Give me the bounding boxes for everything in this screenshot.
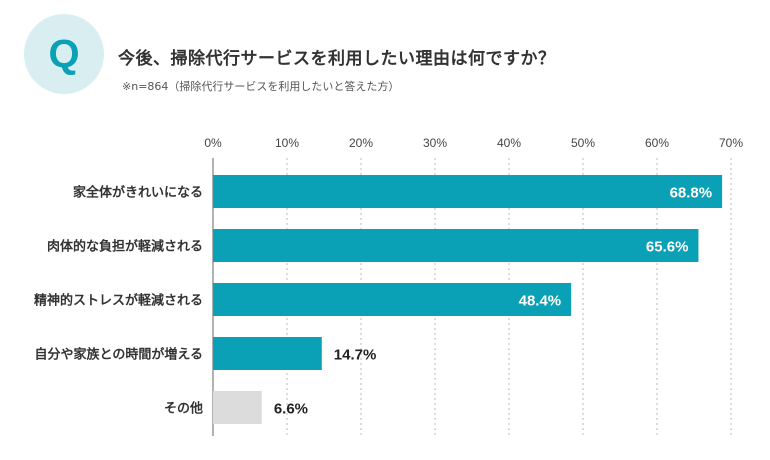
x-tick-label: 40% — [497, 136, 521, 150]
x-tick-label: 70% — [719, 136, 743, 150]
value-label: 14.7% — [334, 347, 377, 364]
value-label: 6.6% — [274, 401, 308, 418]
q-badge: Q — [24, 14, 104, 94]
bar — [213, 229, 699, 262]
question-title: 今後、掃除代行サービスを利用したい理由は何ですか？ — [118, 49, 556, 69]
x-tick-label: 0% — [204, 136, 222, 150]
x-tick-label: 50% — [571, 136, 595, 150]
category-label: 精神的ストレスが軽減される — [34, 293, 203, 309]
category-label: 家全体がきれいになる — [73, 185, 203, 201]
x-tick-label: 20% — [349, 136, 373, 150]
x-tick-label: 60% — [645, 136, 669, 150]
value-label: 65.6% — [646, 239, 689, 256]
category-label: その他 — [164, 401, 203, 417]
x-tick-label: 30% — [423, 136, 447, 150]
category-label: 自分や家族との時間が増える — [35, 347, 203, 363]
bar — [213, 391, 262, 424]
bar — [213, 175, 723, 208]
bar — [213, 283, 572, 316]
category-label: 肉体的な負担が軽減される — [47, 239, 203, 255]
x-tick-label: 10% — [275, 136, 299, 150]
sample-note: ※n=864（掃除代行サービスを利用したいと答えた方） — [122, 80, 400, 93]
bar — [213, 337, 322, 370]
value-label: 68.8% — [670, 185, 713, 202]
value-label: 48.4% — [519, 293, 562, 310]
